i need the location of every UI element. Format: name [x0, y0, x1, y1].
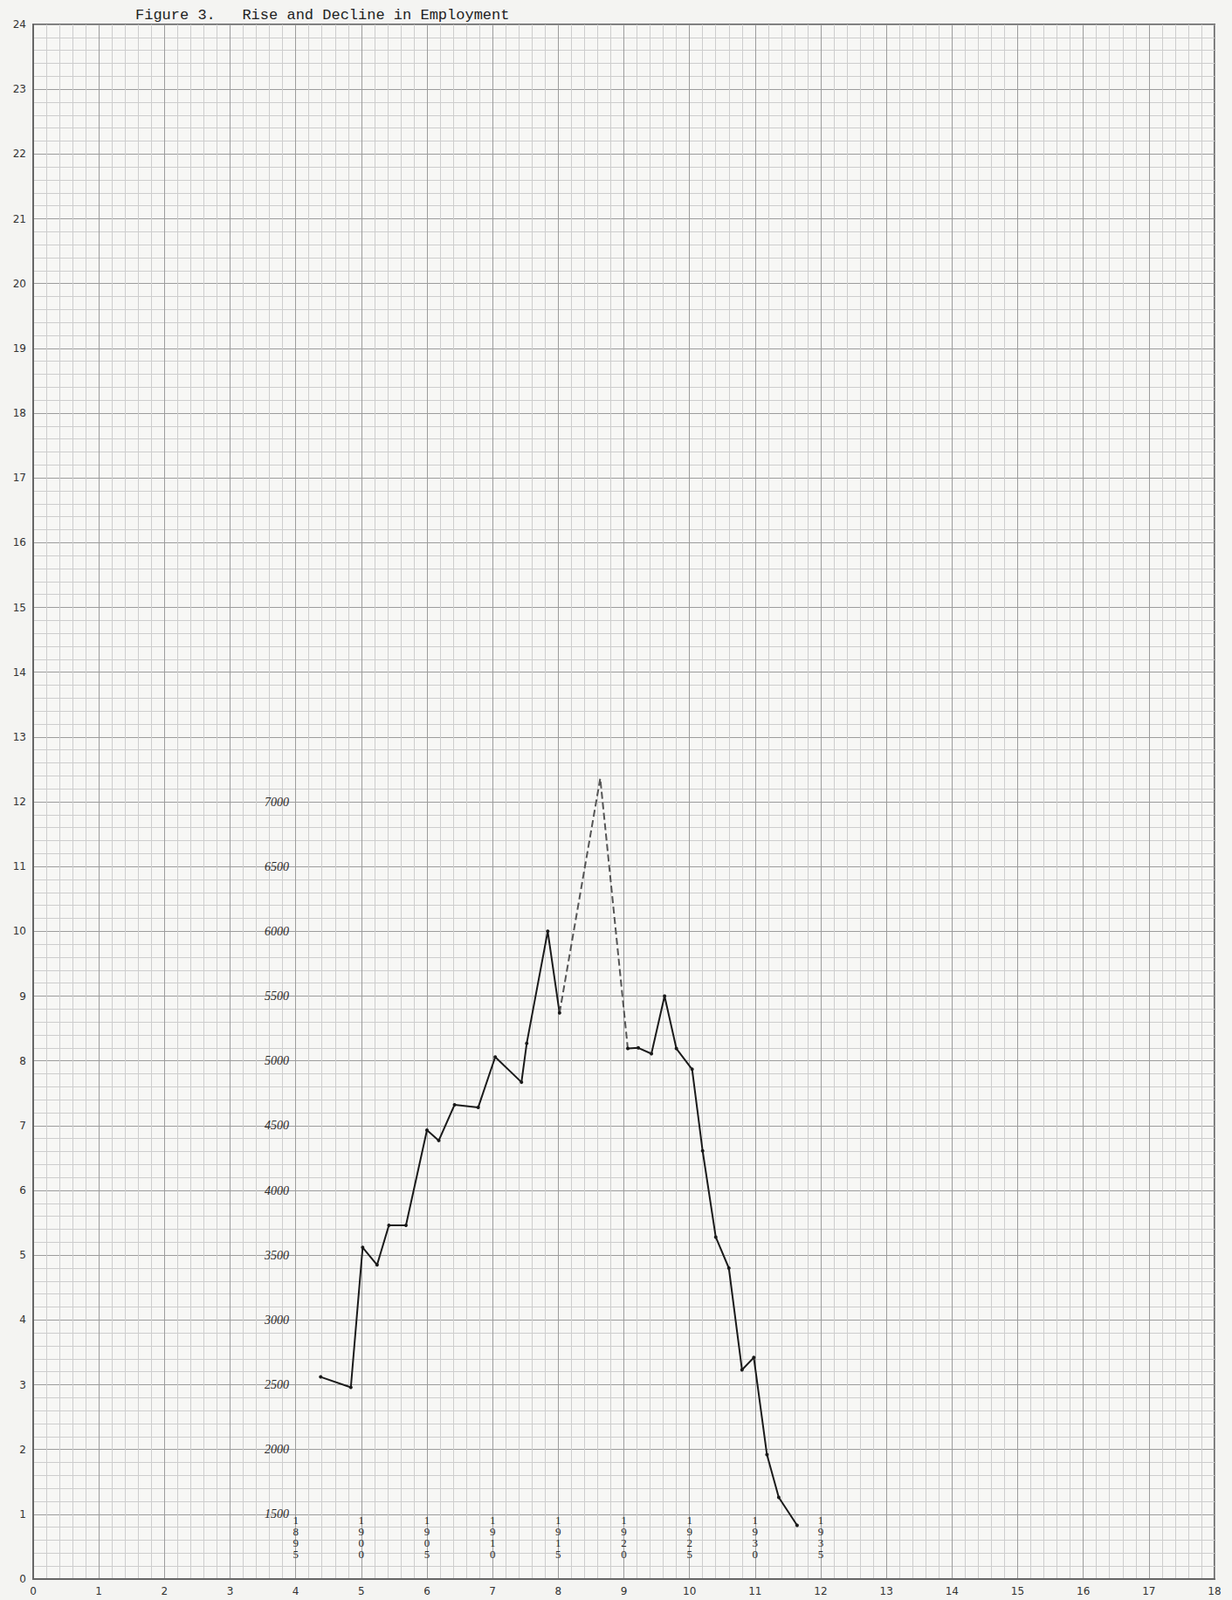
svg-text:17: 17 — [1142, 1584, 1156, 1597]
svg-text:9: 9 — [19, 990, 27, 1003]
svg-text:12: 12 — [13, 795, 27, 808]
svg-text:5: 5 — [292, 1547, 299, 1561]
svg-text:2000: 2000 — [264, 1442, 290, 1456]
svg-text:16: 16 — [1076, 1584, 1090, 1597]
svg-text:1: 1 — [95, 1584, 103, 1597]
svg-text:3: 3 — [19, 1378, 27, 1391]
svg-text:11: 11 — [13, 860, 27, 873]
svg-text:22: 22 — [13, 147, 27, 160]
svg-text:11: 11 — [748, 1584, 762, 1597]
svg-text:20: 20 — [13, 277, 27, 290]
svg-text:4: 4 — [292, 1584, 300, 1597]
svg-text:21: 21 — [13, 213, 27, 226]
svg-text:9: 9 — [489, 1524, 496, 1538]
svg-text:12: 12 — [813, 1584, 827, 1597]
svg-text:7000: 7000 — [264, 795, 290, 809]
svg-text:9: 9 — [424, 1524, 430, 1538]
svg-text:5: 5 — [357, 1584, 365, 1597]
svg-text:5: 5 — [555, 1547, 562, 1561]
svg-text:15: 15 — [1011, 1584, 1025, 1597]
svg-text:1: 1 — [752, 1513, 758, 1527]
svg-text:0: 0 — [424, 1535, 430, 1550]
svg-text:3500: 3500 — [263, 1248, 290, 1262]
svg-text:13: 13 — [13, 730, 27, 744]
svg-text:24: 24 — [13, 18, 27, 31]
svg-text:9: 9 — [555, 1524, 562, 1538]
svg-text:13: 13 — [880, 1584, 894, 1597]
svg-text:6: 6 — [19, 1183, 27, 1197]
svg-text:1: 1 — [424, 1513, 430, 1527]
svg-text:4: 4 — [19, 1313, 27, 1326]
svg-text:2: 2 — [161, 1584, 169, 1597]
svg-text:1: 1 — [686, 1513, 693, 1527]
svg-text:5: 5 — [818, 1547, 825, 1561]
svg-text:0: 0 — [489, 1547, 496, 1561]
svg-text:10: 10 — [682, 1584, 696, 1597]
svg-text:14: 14 — [945, 1584, 959, 1597]
svg-text:4500: 4500 — [264, 1118, 290, 1132]
svg-text:1: 1 — [292, 1513, 299, 1527]
svg-text:5000: 5000 — [264, 1053, 290, 1067]
svg-text:2: 2 — [686, 1535, 693, 1550]
svg-text:19: 19 — [13, 342, 27, 355]
svg-text:9: 9 — [752, 1524, 758, 1538]
svg-text:6500: 6500 — [264, 860, 290, 874]
svg-text:1: 1 — [621, 1513, 627, 1527]
svg-text:7: 7 — [19, 1119, 27, 1132]
svg-text:0: 0 — [620, 1547, 627, 1561]
svg-text:0: 0 — [358, 1535, 365, 1550]
svg-text:1: 1 — [817, 1513, 824, 1527]
svg-text:Figure 3. Rise and Decline i: Figure 3. Rise and Decline in Employment — [135, 6, 510, 24]
svg-text:1: 1 — [489, 1535, 496, 1550]
svg-text:3: 3 — [752, 1535, 758, 1550]
svg-text:6000: 6000 — [264, 924, 290, 938]
svg-text:3: 3 — [227, 1584, 235, 1597]
svg-text:3: 3 — [817, 1535, 824, 1550]
svg-text:0: 0 — [358, 1547, 365, 1561]
svg-text:14: 14 — [13, 666, 27, 679]
svg-text:16: 16 — [13, 536, 27, 549]
svg-text:0: 0 — [752, 1547, 759, 1561]
svg-text:1: 1 — [555, 1513, 562, 1527]
svg-text:5: 5 — [19, 1248, 27, 1261]
svg-text:0: 0 — [29, 1584, 37, 1597]
svg-text:10: 10 — [13, 924, 27, 937]
svg-text:5: 5 — [686, 1547, 693, 1561]
svg-text:9: 9 — [620, 1584, 628, 1597]
svg-text:18: 18 — [13, 406, 27, 420]
svg-text:15: 15 — [13, 601, 27, 614]
svg-text:17: 17 — [13, 471, 27, 484]
svg-text:1: 1 — [489, 1513, 496, 1527]
svg-text:1: 1 — [358, 1513, 365, 1527]
svg-text:6: 6 — [423, 1584, 431, 1597]
svg-text:2: 2 — [621, 1535, 627, 1550]
svg-text:8: 8 — [19, 1054, 27, 1067]
svg-text:1: 1 — [555, 1535, 562, 1550]
svg-text:2500: 2500 — [264, 1377, 290, 1391]
svg-text:9: 9 — [686, 1524, 693, 1538]
svg-text:9: 9 — [358, 1524, 365, 1538]
svg-text:8: 8 — [292, 1524, 299, 1538]
svg-text:1: 1 — [19, 1507, 27, 1521]
svg-text:2: 2 — [19, 1443, 27, 1456]
svg-text:3000: 3000 — [263, 1313, 290, 1327]
svg-text:8: 8 — [555, 1584, 563, 1597]
svg-text:7: 7 — [488, 1584, 496, 1597]
svg-text:0: 0 — [19, 1572, 27, 1585]
svg-text:18: 18 — [1207, 1584, 1221, 1597]
svg-text:9: 9 — [621, 1524, 627, 1538]
svg-text:23: 23 — [13, 82, 27, 96]
svg-text:1500: 1500 — [264, 1507, 290, 1521]
svg-text:5: 5 — [424, 1547, 431, 1561]
svg-text:4000: 4000 — [264, 1183, 290, 1198]
svg-text:9: 9 — [292, 1535, 299, 1550]
svg-text:9: 9 — [817, 1524, 824, 1538]
svg-text:5500: 5500 — [264, 989, 290, 1003]
